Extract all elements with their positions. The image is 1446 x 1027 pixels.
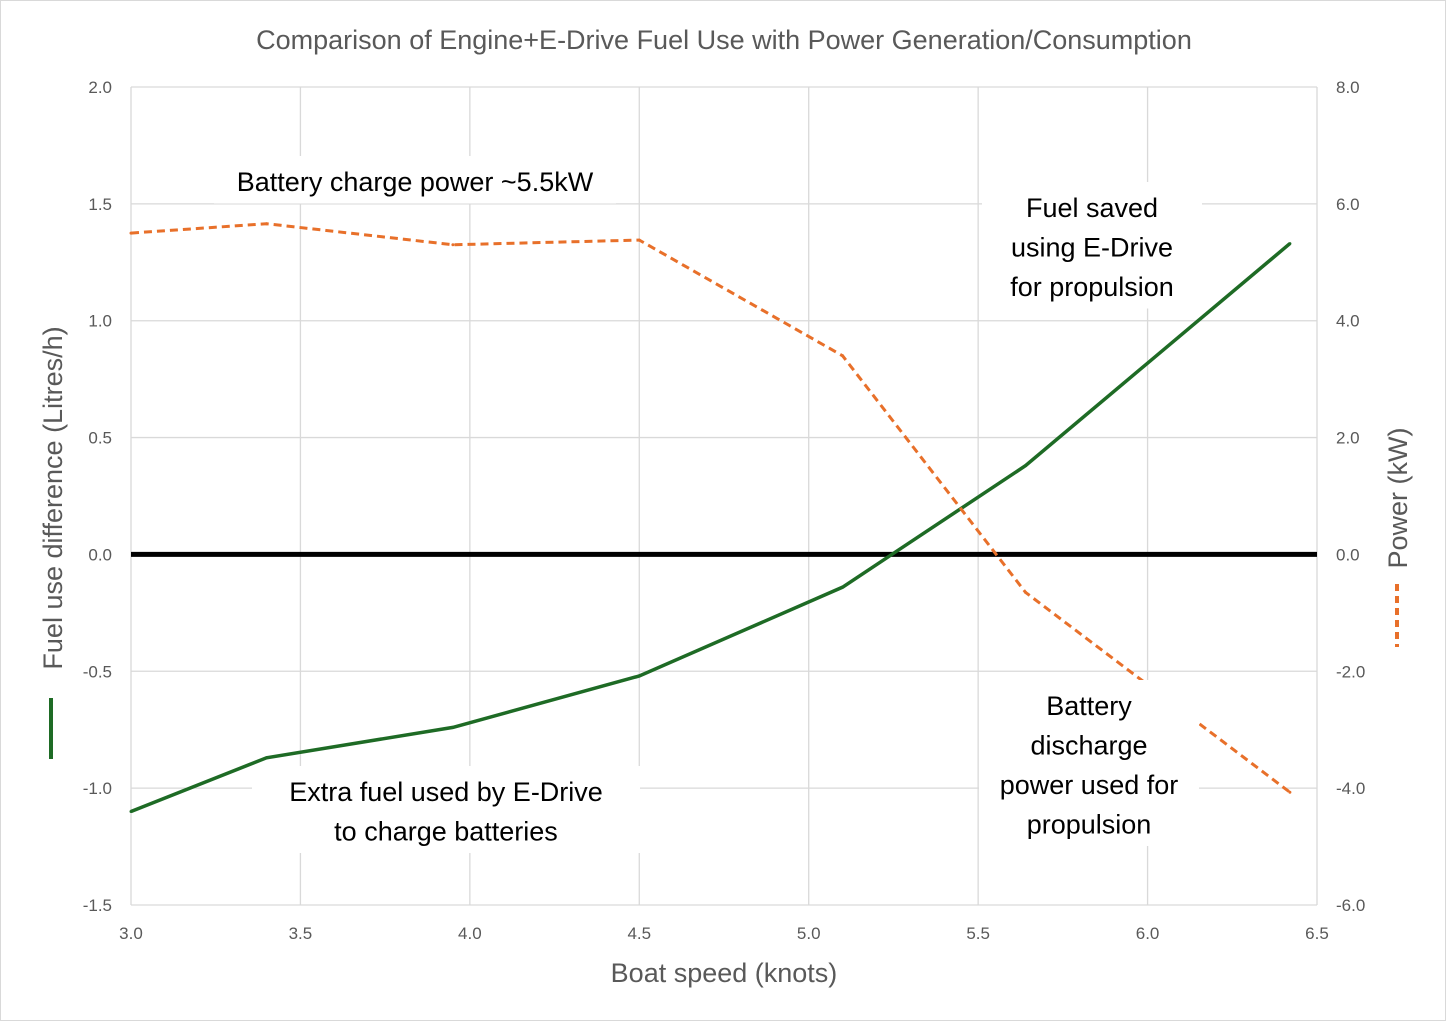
y2-tick-label: 0.0 (1336, 545, 1360, 564)
annotation-text: Battery charge power ~5.5kW (237, 167, 594, 197)
y-tick-label: -1.5 (83, 896, 112, 915)
data-point (637, 674, 641, 678)
data-point (129, 231, 133, 235)
x-tick-label: 5.0 (797, 924, 821, 943)
annotation-charge: Battery charge power ~5.5kW (214, 156, 616, 204)
data-point (265, 756, 269, 760)
annotation-text: propulsion (1027, 810, 1152, 840)
data-point (637, 238, 641, 242)
data-point (265, 222, 269, 226)
y-tick-label: -0.5 (83, 662, 112, 681)
y2-axis-label: Power (kW) (1383, 428, 1413, 569)
y-tick-label: 1.5 (88, 195, 112, 214)
annotation-text: using E-Drive (1011, 233, 1173, 263)
x-tick-label: 3.0 (119, 924, 143, 943)
x-tick-label: 3.5 (289, 924, 313, 943)
annotation-text: for propulsion (1010, 272, 1174, 302)
data-point (451, 725, 455, 729)
annotation-text: Battery (1046, 691, 1132, 721)
chart-title: Comparison of Engine+E-Drive Fuel Use wi… (256, 25, 1192, 55)
annotation-background (252, 766, 640, 853)
annotation-text: discharge (1030, 731, 1147, 761)
annotation-extra: Extra fuel used by E-Drive to charge batt… (252, 766, 640, 853)
y2-tick-label: -4.0 (1336, 779, 1365, 798)
y2-tick-label: 8.0 (1336, 78, 1360, 97)
x-axis-label: Boat speed (knots) (611, 958, 838, 988)
y-tick-label: 2.0 (88, 78, 112, 97)
data-point (1024, 590, 1028, 594)
y2-tick-label: 2.0 (1336, 429, 1360, 448)
x-tick-label: 5.5 (966, 924, 990, 943)
annotation-text: power used for (1000, 770, 1179, 800)
annotation-text: Extra fuel used by E-Drive (289, 777, 603, 807)
annotation-saved: Fuel saved using E-Drive for propulsion (982, 182, 1202, 309)
data-point (451, 243, 455, 247)
y2-tick-label: 4.0 (1336, 312, 1360, 331)
x-tick-label: 4.5 (627, 924, 651, 943)
annotation-text: Fuel saved (1026, 193, 1158, 223)
data-point (1288, 790, 1292, 794)
annotation-background (214, 156, 616, 204)
y-axis-label: Fuel use difference (Litres/h) (38, 326, 68, 669)
y2-tick-label: -2.0 (1336, 662, 1365, 681)
y-tick-label: 0.0 (88, 545, 112, 564)
data-point (841, 585, 845, 589)
y-tick-label: -1.0 (83, 779, 112, 798)
annotation-background (979, 680, 1199, 846)
annotation-text: to charge batteries (334, 817, 558, 847)
annotation-discharge: Battery discharge power used for propulsion (979, 680, 1199, 846)
y2-tick-label: -6.0 (1336, 896, 1365, 915)
y-tick-label: 1.0 (88, 312, 112, 331)
x-tick-label: 4.0 (458, 924, 482, 943)
data-point (1288, 242, 1292, 246)
data-point (841, 354, 845, 358)
y2-tick-label: 6.0 (1336, 195, 1360, 214)
annotation-background (982, 182, 1202, 309)
x-tick-label: 6.5 (1305, 924, 1329, 943)
data-point (1024, 464, 1028, 468)
x-tick-label: 6.0 (1136, 924, 1160, 943)
y-tick-label: 0.5 (88, 429, 112, 448)
data-point (129, 810, 133, 814)
